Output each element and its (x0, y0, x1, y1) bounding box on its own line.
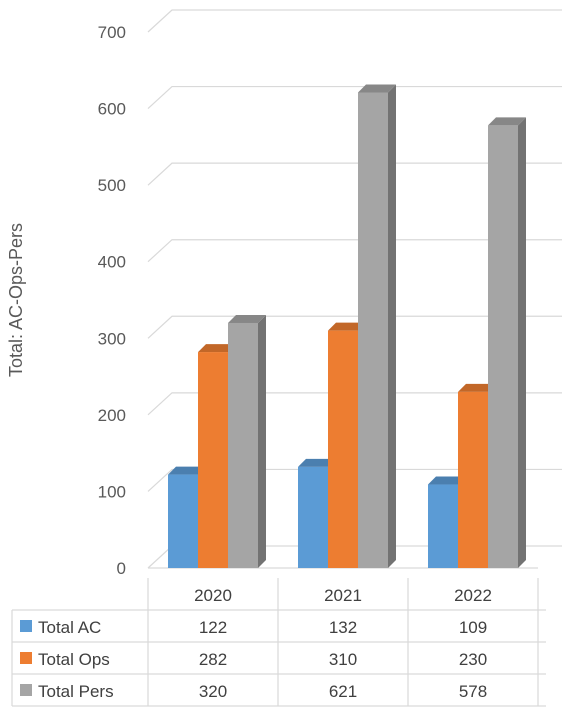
gridline (147, 468, 562, 492)
bar (358, 84, 396, 569)
series-name: Total Pers (38, 682, 114, 701)
y-tick-label: 400 (98, 253, 126, 272)
y-tick-label: 0 (117, 559, 126, 578)
data-value: 122 (199, 618, 227, 637)
data-value: 310 (329, 650, 357, 669)
data-value: 109 (459, 618, 487, 637)
data-value: 621 (329, 682, 357, 701)
gridline (147, 315, 562, 339)
y-tick-label: 100 (98, 482, 126, 501)
data-table: 2020 2021 2022 Total AC 122 132 109 Total Ops 28… (11, 578, 546, 707)
y-tick-label: 300 (98, 329, 126, 348)
data-value: 578 (459, 682, 487, 701)
bar (228, 314, 266, 568)
gridline (147, 9, 562, 33)
gridline (147, 162, 562, 186)
category-label: 2020 (194, 586, 232, 605)
gridline (147, 239, 562, 263)
series-name: Total AC (38, 618, 101, 637)
category-label: 2021 (324, 586, 362, 605)
legend-swatch (20, 684, 32, 696)
y-axis-ticks: 0 100 200 300 400 500 600 700 (98, 23, 126, 578)
series-name: Total Ops (38, 650, 110, 669)
data-value: 320 (199, 682, 227, 701)
y-tick-label: 700 (98, 23, 126, 42)
y-tick-label: 200 (98, 406, 126, 425)
data-value: 230 (459, 650, 487, 669)
y-tick-label: 500 (98, 176, 126, 195)
bar (488, 117, 526, 568)
gridline (147, 392, 562, 416)
bars (168, 84, 526, 569)
data-value: 132 (329, 618, 357, 637)
data-value: 282 (199, 650, 227, 669)
y-tick-label: 600 (98, 100, 126, 119)
gridline (147, 85, 562, 110)
legend-swatch (20, 620, 32, 632)
category-label: 2022 (454, 586, 492, 605)
y-axis-label: Total: AC-Ops-Pers (6, 223, 26, 377)
legend-swatch (20, 652, 32, 664)
